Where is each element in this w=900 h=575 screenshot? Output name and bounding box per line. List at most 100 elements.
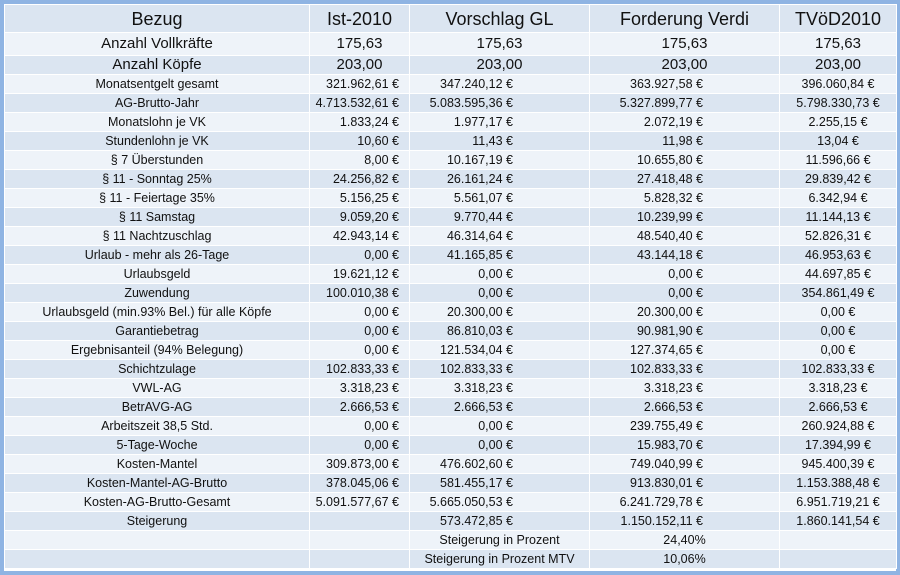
table-row: § 11 - Feiertage 35% 5.156,25 €5.561,07 €… bbox=[4, 188, 897, 208]
cell-value: 86.810,03 € bbox=[409, 321, 590, 341]
cell-value: 3.318,23 € bbox=[309, 378, 410, 398]
row-label: Monatsentgelt gesamt bbox=[4, 74, 310, 94]
cell-value: 6.241.729,78 € bbox=[589, 492, 780, 512]
cell-value: 0,00 € bbox=[309, 416, 410, 436]
empty-cell bbox=[4, 530, 310, 550]
row-label: Urlaub - mehr als 26-Tage bbox=[4, 245, 310, 265]
cell-value: 239.755,49 € bbox=[589, 416, 780, 436]
cell-value: 10,06% bbox=[589, 549, 780, 569]
cell-value: 4.713.532,61 € bbox=[309, 93, 410, 113]
cell-value: 2.255,15 € bbox=[779, 112, 897, 132]
cell-value: 24.256,82 € bbox=[309, 169, 410, 189]
cell-value: 10.655,80 € bbox=[589, 150, 780, 170]
cell-value: 175,63 bbox=[589, 32, 780, 56]
cell-value: 52.826,31 € bbox=[779, 226, 897, 246]
cell-value: 10.167,19 € bbox=[409, 150, 590, 170]
cell-value: 2.666,53 € bbox=[409, 397, 590, 417]
table-row: VWL-AG 3.318,23 €3.318,23 €3.318,23 €3.31… bbox=[4, 378, 897, 398]
cell-value: 3.318,23 € bbox=[779, 378, 897, 398]
table-row: § 7 Überstunden 8,00 €10.167,19 €10.655,8… bbox=[4, 150, 897, 170]
row-label: Steigerung in Prozent bbox=[409, 530, 590, 550]
cell-value: 5.665.050,53 € bbox=[409, 492, 590, 512]
cell-value: 2.666,53 € bbox=[309, 397, 410, 417]
table-row: § 11 Nachtzuschlag 42.943,14 €46.314,64 €… bbox=[4, 226, 897, 246]
cell-value: 0,00 € bbox=[309, 340, 410, 360]
row-label: Urlaubsgeld (min.93% Bel.) für alle Köpf… bbox=[4, 302, 310, 322]
cell-value: 10,60 € bbox=[309, 131, 410, 151]
empty-cell bbox=[309, 530, 410, 550]
table-row: Urlaub - mehr als 26-Tage 0,00 €41.165,85… bbox=[4, 245, 897, 265]
row-label: Kosten-AG-Brutto-Gesamt bbox=[4, 492, 310, 512]
table-row: Schichtzulage 102.833,33 €102.833,33 €102… bbox=[4, 359, 897, 379]
cell-value: 48.540,40 € bbox=[589, 226, 780, 246]
cell-value: 42.943,14 € bbox=[309, 226, 410, 246]
table-row: Garantiebetrag 0,00 €86.810,03 €90.981,90… bbox=[4, 321, 897, 341]
cell-value: 13,04 € bbox=[779, 131, 897, 151]
row-label: Ergebnisanteil (94% Belegung) bbox=[4, 340, 310, 360]
cell-value bbox=[309, 511, 410, 531]
cell-value: 0,00 € bbox=[309, 245, 410, 265]
table-row: Urlaubsgeld (min.93% Bel.) für alle Köpf… bbox=[4, 302, 897, 322]
column-header: Vorschlag GL bbox=[409, 4, 590, 33]
row-label: Arbeitszeit 38,5 Std. bbox=[4, 416, 310, 436]
cell-value: 5.083.595,36 € bbox=[409, 93, 590, 113]
column-header: Bezug bbox=[4, 4, 310, 33]
cell-value: 102.833,33 € bbox=[779, 359, 897, 379]
cell-value: 5.327.899,77 € bbox=[589, 93, 780, 113]
cell-value: 9.059,20 € bbox=[309, 207, 410, 227]
cell-value: 945.400,39 € bbox=[779, 454, 897, 474]
table-row: Anzahl Köpfe 203,00 203,00 203,00 203,00 bbox=[4, 55, 897, 75]
table-row: Arbeitszeit 38,5 Std. 0,00 €0,00 €239.755… bbox=[4, 416, 897, 436]
table-row: Steigerung in Prozent 24,40% bbox=[4, 530, 897, 550]
cell-value: 11,43 € bbox=[409, 131, 590, 151]
row-label: Kosten-Mantel bbox=[4, 454, 310, 474]
row-label: VWL-AG bbox=[4, 378, 310, 398]
table-row: Zuwendung 100.010,38 €0,00 €0,00 €354.861… bbox=[4, 283, 897, 303]
column-header: TVöD2010 bbox=[779, 4, 897, 33]
cell-value: 0,00 € bbox=[409, 283, 590, 303]
table-row: 5-Tage-Woche 0,00 €0,00 €15.983,70 €17.39… bbox=[4, 435, 897, 455]
cell-value: 0,00 € bbox=[409, 264, 590, 284]
cell-value: 100.010,38 € bbox=[309, 283, 410, 303]
empty-cell bbox=[4, 549, 310, 569]
cell-value: 5.091.577,67 € bbox=[309, 492, 410, 512]
cell-value: 5.156,25 € bbox=[309, 188, 410, 208]
cell-value: 121.534,04 € bbox=[409, 340, 590, 360]
cell-value: 46.953,63 € bbox=[779, 245, 897, 265]
table-row: § 11 - Sonntag 25% 24.256,82 €26.161,24 €… bbox=[4, 169, 897, 189]
cell-value: 102.833,33 € bbox=[409, 359, 590, 379]
cell-value: 749.040,99 € bbox=[589, 454, 780, 474]
cell-value: 581.455,17 € bbox=[409, 473, 590, 493]
row-label: 5-Tage-Woche bbox=[4, 435, 310, 455]
cell-value: 26.161,24 € bbox=[409, 169, 590, 189]
table-row: Stundenlohn je VK 10,60 €11,43 €11,98 €13… bbox=[4, 131, 897, 151]
table-row: Monatslohn je VK 1.833,24 €1.977,17 €2.07… bbox=[4, 112, 897, 132]
cell-value: 0,00 € bbox=[779, 340, 897, 360]
table-row: Kosten-Mantel-AG-Brutto 378.045,06 €581.4… bbox=[4, 473, 897, 493]
cell-value: 6.951.719,21 € bbox=[779, 492, 897, 512]
cell-value: 2.666,53 € bbox=[779, 397, 897, 417]
row-label: Urlaubsgeld bbox=[4, 264, 310, 284]
table-row: Urlaubsgeld 19.621,12 €0,00 €0,00 €44.697… bbox=[4, 264, 897, 284]
row-label: Zuwendung bbox=[4, 283, 310, 303]
table-row: Kosten-Mantel 309.873,00 €476.602,60 €749… bbox=[4, 454, 897, 474]
cell-value: 0,00 € bbox=[779, 321, 897, 341]
cell-value: 476.602,60 € bbox=[409, 454, 590, 474]
cell-value: 354.861,49 € bbox=[779, 283, 897, 303]
cell-value: 90.981,90 € bbox=[589, 321, 780, 341]
cell-value: 175,63 bbox=[409, 32, 590, 56]
cell-value: 1.150.152,11 € bbox=[589, 511, 780, 531]
empty-cell bbox=[779, 549, 897, 569]
cell-value: 573.472,85 € bbox=[409, 511, 590, 531]
table-row: § 11 Samstag 9.059,20 €9.770,44 €10.239,9… bbox=[4, 207, 897, 227]
data-table: Bezug Ist-2010 Vorschlag GL Forderung Verdi… bbox=[4, 4, 897, 569]
cell-value: 46.314,64 € bbox=[409, 226, 590, 246]
table-row: Steigerung 573.472,85 €1.150.152,11 €1.86… bbox=[4, 511, 897, 531]
row-label: § 11 - Sonntag 25% bbox=[4, 169, 310, 189]
empty-cell bbox=[309, 549, 410, 569]
cell-value: 11,98 € bbox=[589, 131, 780, 151]
cell-value: 203,00 bbox=[409, 55, 590, 75]
row-label: § 7 Überstunden bbox=[4, 150, 310, 170]
cell-value: 203,00 bbox=[779, 55, 897, 75]
cell-value: 5.828,32 € bbox=[589, 188, 780, 208]
